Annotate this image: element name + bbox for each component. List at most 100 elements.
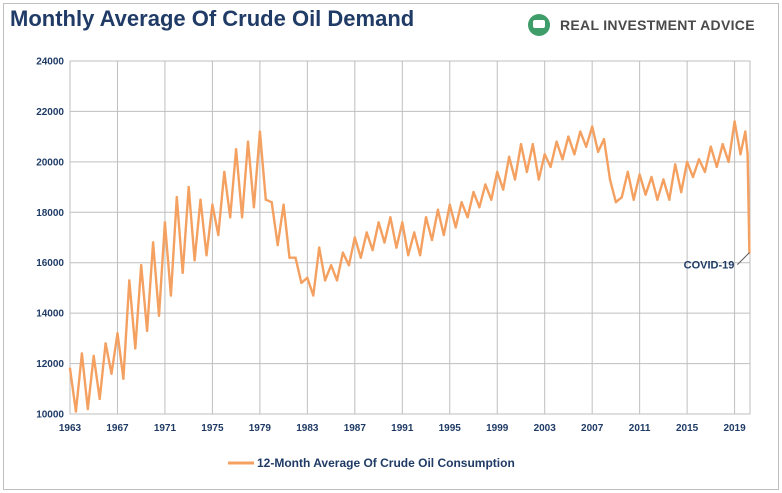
data-point [591,125,594,128]
data-point [691,175,695,179]
data-point [513,178,517,181]
data-point [549,165,552,169]
y-tick-label: 22000 [36,107,64,118]
y-tick-label: 14000 [36,309,64,320]
data-point [401,221,404,224]
data-point [662,178,665,181]
data-point [270,201,273,204]
series-line [68,120,751,413]
data-point [74,410,78,413]
data-point [104,342,107,345]
data-point [436,208,440,211]
data-point [229,216,232,219]
data-point [98,397,101,401]
x-tick-label: 1995 [439,423,462,434]
y-axis-ticks: 10000 12000 14000 16000 18000 20000 22000 24000 [36,57,64,421]
data-point [674,163,677,166]
data-point [389,216,392,219]
brand-logo-block: REAL INVESTMENT ADVICE [528,12,755,38]
y-tick-label: 16000 [36,258,64,269]
x-tick-label: 2019 [723,423,746,434]
data-point [709,145,712,148]
data-point [264,198,267,201]
data-point [294,256,297,259]
data-point [614,201,618,204]
brand-name: REAL INVESTMENT ADVICE [560,17,755,33]
data-point [134,347,137,350]
data-point [638,173,641,176]
data-point [525,170,529,174]
x-tick-label: 1991 [391,423,414,434]
data-point [169,294,173,297]
data-point [163,221,167,224]
data-point [697,158,701,161]
data-point [122,377,125,380]
data-point [318,246,321,249]
data-point [353,236,356,239]
data-point [602,138,606,141]
data-point [175,196,178,199]
data-point [460,201,463,204]
x-tick-label: 1967 [106,423,129,434]
data-point [217,233,220,237]
data-point [650,175,653,179]
data-point [80,352,84,355]
series-layer [68,120,751,413]
data-point [240,216,244,219]
data-point [466,216,469,219]
data-point [347,264,351,267]
data-point [519,143,523,146]
data-point [668,198,671,201]
data-point [68,367,72,370]
data-point [478,206,481,209]
data-point [703,170,707,174]
x-tick-label: 2011 [629,423,651,434]
data-point [110,372,113,375]
x-tick-label: 1971 [154,423,177,434]
data-point [128,279,131,282]
x-tick-label: 2015 [676,423,699,434]
data-point [288,256,291,259]
data-point [140,264,143,267]
data-point [448,203,451,206]
data-point [341,251,345,254]
data-point [407,254,410,257]
chat-bubble-icon [528,14,550,36]
data-point [413,231,416,234]
covid-annotation-leader [737,252,750,265]
x-tick-label: 2003 [534,423,557,434]
data-point [312,294,315,297]
data-point [632,198,635,201]
data-point [685,160,689,164]
data-point [744,130,747,133]
legend: 12-Month Average Of Crude Oil Consumptio… [228,456,515,470]
data-point [223,170,226,174]
data-point [234,148,238,151]
data-point [193,259,196,262]
x-tick-label: 1979 [249,423,272,434]
y-tick-label: 20000 [36,157,64,168]
data-point [442,233,445,237]
data-point [585,145,588,148]
x-tick-label: 1983 [296,423,319,434]
data-point [537,178,540,181]
data-point [329,264,333,267]
data-point [276,243,279,247]
data-point [573,153,576,156]
data-point [727,160,730,164]
y-tick-label: 12000 [36,359,64,370]
data-point [306,276,309,279]
data-point [680,190,683,194]
data-point [715,165,718,169]
data-point [157,314,161,317]
x-axis-ticks: 1963 1967 1971 1975 1979 1983 1987 1991 1995 1999… [59,423,746,434]
data-point [359,256,362,259]
data-point [656,198,659,201]
data-point [205,254,208,257]
data-point [187,185,190,189]
data-point [92,354,95,358]
data-point [555,140,558,143]
plot-area [69,60,751,415]
data-point [502,188,505,191]
